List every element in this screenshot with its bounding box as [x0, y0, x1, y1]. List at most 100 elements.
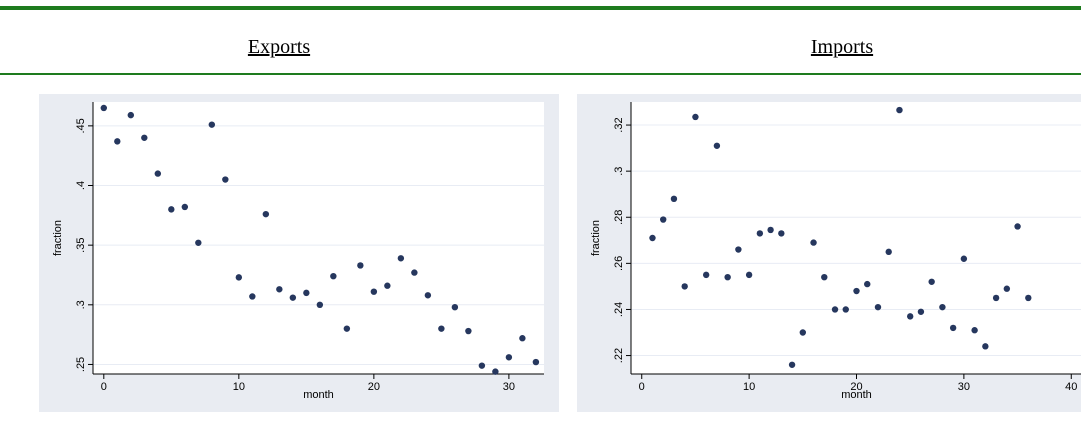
exports-data-point: [424, 292, 432, 299]
exports-data-point: [438, 325, 445, 332]
exports-data-point: [114, 138, 121, 145]
imports-y-tick-label: .26: [613, 256, 625, 271]
exports-data-point: [411, 269, 418, 276]
imports-data-point: [896, 106, 903, 114]
exports-data-point: [289, 294, 297, 301]
exports-data-point: [154, 170, 162, 177]
imports-data-point: [799, 329, 807, 336]
imports-y-axis-label: fraction: [590, 220, 602, 256]
exports-data-point: [195, 239, 202, 246]
imports-data-point: [692, 113, 699, 121]
imports-x-tick-label: 40: [1065, 381, 1077, 393]
imports-data-point: [778, 230, 785, 237]
imports-data-point: [831, 306, 839, 313]
exports-y-tick-label: .45: [75, 118, 87, 133]
exports-data-point: [262, 210, 270, 218]
imports-x-tick-label: 30: [958, 381, 970, 393]
imports-data-point: [702, 271, 710, 279]
exports-data-point: [397, 255, 405, 262]
exports-x-tick-label: 0: [101, 381, 107, 393]
exports-data-point: [465, 327, 472, 335]
exports-data-point: [451, 303, 459, 311]
exports-data-point: [303, 289, 310, 297]
exports-x-tick-label: 30: [503, 381, 515, 393]
imports-x-tick-label: 20: [850, 381, 862, 393]
imports-data-point: [864, 280, 871, 288]
exports-data-point: [357, 262, 364, 269]
imports-data-point: [971, 327, 978, 334]
imports-y-tick-label: .3: [613, 167, 625, 176]
imports-data-point: [960, 255, 968, 262]
imports-data-point: [982, 343, 989, 350]
imports-scatter-chart: .22 .24 .26 .28 .3 .32 0 10 20 30 40 month fraction: [577, 94, 1081, 412]
exports-data-point: [141, 134, 148, 141]
imports-data-point: [1025, 294, 1032, 302]
exports-y-tick-label: .3: [75, 300, 87, 309]
imports-data-point: [992, 294, 1000, 302]
imports-data-point: [917, 308, 925, 315]
exports-x-tick-label: 20: [368, 381, 380, 393]
imports-data-point: [735, 246, 742, 253]
exports-data-point: [276, 286, 283, 293]
imports-data-point: [660, 216, 667, 223]
exports-data-point: [519, 335, 526, 342]
exports-y-axis-label: fraction: [52, 220, 64, 256]
imports-data-point: [767, 226, 774, 234]
exports-scatter-chart: .25 .3 .35 .4 .45 0 10 20 30 month fraction: [39, 94, 559, 412]
exports-data-point: [127, 111, 135, 119]
imports-data-point: [853, 287, 860, 295]
exports-data-point: [330, 272, 337, 280]
imports-y-tick-label: .24: [613, 302, 625, 317]
exports-data-point: [532, 358, 540, 366]
imports-data-point: [821, 273, 828, 281]
exports-data-point: [478, 362, 486, 369]
exports-heading: Exports: [247, 36, 311, 58]
imports-chart-panel: .22 .24 .26 .28 .3 .32 0 10 20 30 40 month fraction: [577, 94, 1081, 412]
exports-y-tick-label: .25: [75, 357, 87, 372]
exports-data-point: [343, 325, 351, 332]
imports-data-point: [842, 306, 849, 313]
exports-y-tick-label: .4: [75, 181, 87, 190]
imports-data-point: [1014, 223, 1021, 230]
imports-data-point: [788, 361, 796, 368]
imports-data-point: [713, 142, 721, 149]
exports-data-point: [316, 301, 324, 309]
imports-plot-area: [631, 102, 1081, 374]
exports-x-axis-label: month: [303, 389, 334, 401]
exports-data-point: [222, 176, 229, 183]
imports-x-axis-label: month: [841, 389, 872, 401]
imports-y-tick-label: .32: [613, 117, 625, 132]
imports-data-point: [724, 273, 731, 281]
exports-data-point: [249, 293, 256, 300]
exports-data-point: [208, 121, 216, 128]
imports-data-point: [670, 195, 678, 203]
exports-chart-panel: .25 .3 .35 .4 .45 0 10 20 30 month fraction: [39, 94, 559, 412]
exports-plot-area: [93, 102, 544, 374]
imports-data-point: [756, 230, 764, 237]
exports-data-point: [384, 282, 391, 289]
exports-data-point: [100, 104, 108, 112]
top-rule: [0, 6, 1081, 10]
imports-data-point: [928, 278, 935, 285]
exports-data-point: [505, 354, 513, 361]
imports-y-tick-label: .22: [613, 348, 625, 363]
imports-data-point: [681, 283, 688, 290]
imports-heading: Imports: [810, 36, 874, 58]
exports-data-point: [235, 274, 243, 281]
imports-data-point: [745, 271, 753, 279]
exports-data-point: [492, 368, 499, 375]
exports-x-tick-label: 10: [233, 381, 245, 393]
imports-y-tick-label: .28: [613, 210, 625, 225]
heading-rule: [0, 73, 1081, 75]
imports-x-tick-label: 0: [639, 381, 645, 393]
exports-data-point: [181, 203, 189, 211]
imports-data-point: [1003, 285, 1011, 292]
imports-data-point: [949, 324, 957, 332]
imports-data-point: [885, 248, 892, 256]
imports-x-tick-label: 10: [743, 381, 755, 393]
imports-data-point: [939, 303, 946, 311]
imports-data-point: [906, 313, 914, 320]
exports-data-point: [370, 288, 378, 295]
imports-data-point: [810, 239, 817, 246]
exports-y-tick-label: .35: [75, 238, 87, 253]
